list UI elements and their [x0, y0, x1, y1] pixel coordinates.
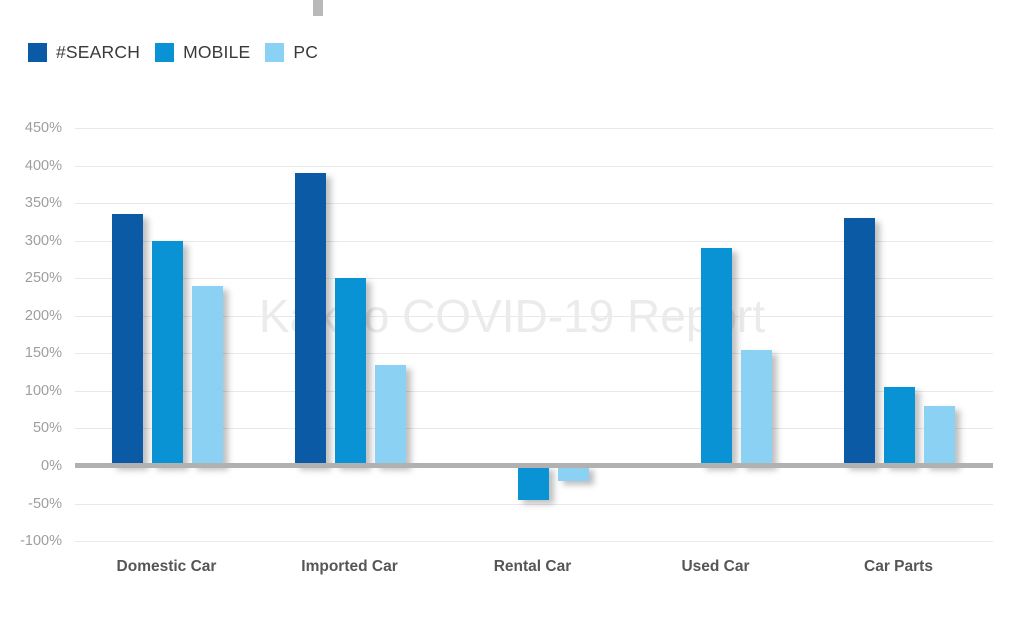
gridline-450 [75, 128, 993, 130]
gridline-200 [75, 315, 993, 317]
bar-domestic-car-pc [192, 285, 223, 466]
y-tick-label-200: 200% [24, 307, 62, 324]
category-label-used-car: Used Car [681, 558, 750, 575]
category-label-domestic-car: Domestic Car [116, 558, 217, 575]
y-tick-label--100: -100% [20, 533, 62, 550]
legend-item-pc: PC [265, 42, 318, 63]
legend-swatch-pc [265, 43, 285, 62]
gridline-150 [75, 353, 993, 355]
bar-imported-car-mobile [335, 278, 366, 466]
legend-item-mobile: MOBILE [155, 42, 250, 63]
bar-car-parts-mobile [884, 387, 915, 466]
gridline-50 [75, 428, 993, 430]
bar-used-car-mobile [701, 248, 732, 466]
bar-rental-car-mobile [518, 466, 549, 500]
bar-rental-car-pc [558, 466, 589, 481]
y-tick-label-150: 150% [24, 345, 62, 362]
y-tick-label--50: -50% [28, 495, 62, 512]
gridline--100 [75, 541, 993, 543]
legend-swatch-search [28, 43, 47, 62]
y-tick-label-0: 0% [41, 458, 62, 474]
y-tick-label-450: 450% [24, 120, 62, 137]
y-tick-label-250: 250% [24, 270, 62, 287]
category-label-rental-car: Rental Car [493, 558, 572, 575]
gridline-100 [75, 390, 993, 392]
bar-domestic-car-search [112, 214, 143, 466]
gridline--50 [75, 503, 993, 505]
bar-imported-car-pc [375, 364, 406, 466]
zero-axis-line [75, 463, 993, 468]
gridline-250 [75, 278, 993, 280]
y-tick-label-50: 50% [32, 420, 62, 437]
y-tick-label-300: 300% [24, 232, 62, 249]
category-label-car-parts: Car Parts [864, 558, 933, 575]
gridline-400 [75, 165, 993, 167]
gridline-300 [75, 240, 993, 242]
legend-item-search: #SEARCH [28, 42, 140, 63]
category-label-imported-car: Imported Car [301, 558, 398, 575]
bar-car-parts-search [844, 218, 875, 466]
y-tick-label-350: 350% [24, 195, 62, 212]
legend-label-mobile: MOBILE [183, 42, 251, 62]
chart-legend: #SEARCH MOBILE PC [28, 42, 333, 63]
bar-imported-car-search [295, 173, 326, 466]
legend-label-pc: PC [293, 42, 319, 62]
y-tick-label-400: 400% [24, 157, 62, 174]
top-gray-mark [313, 0, 323, 16]
legend-swatch-mobile [155, 43, 175, 62]
gridline-350 [75, 203, 993, 205]
bar-domestic-car-mobile [152, 240, 183, 466]
bar-used-car-pc [741, 349, 772, 466]
y-tick-label-100: 100% [24, 382, 62, 399]
legend-label-search: #SEARCH [56, 42, 141, 62]
bar-car-parts-pc [924, 405, 955, 466]
